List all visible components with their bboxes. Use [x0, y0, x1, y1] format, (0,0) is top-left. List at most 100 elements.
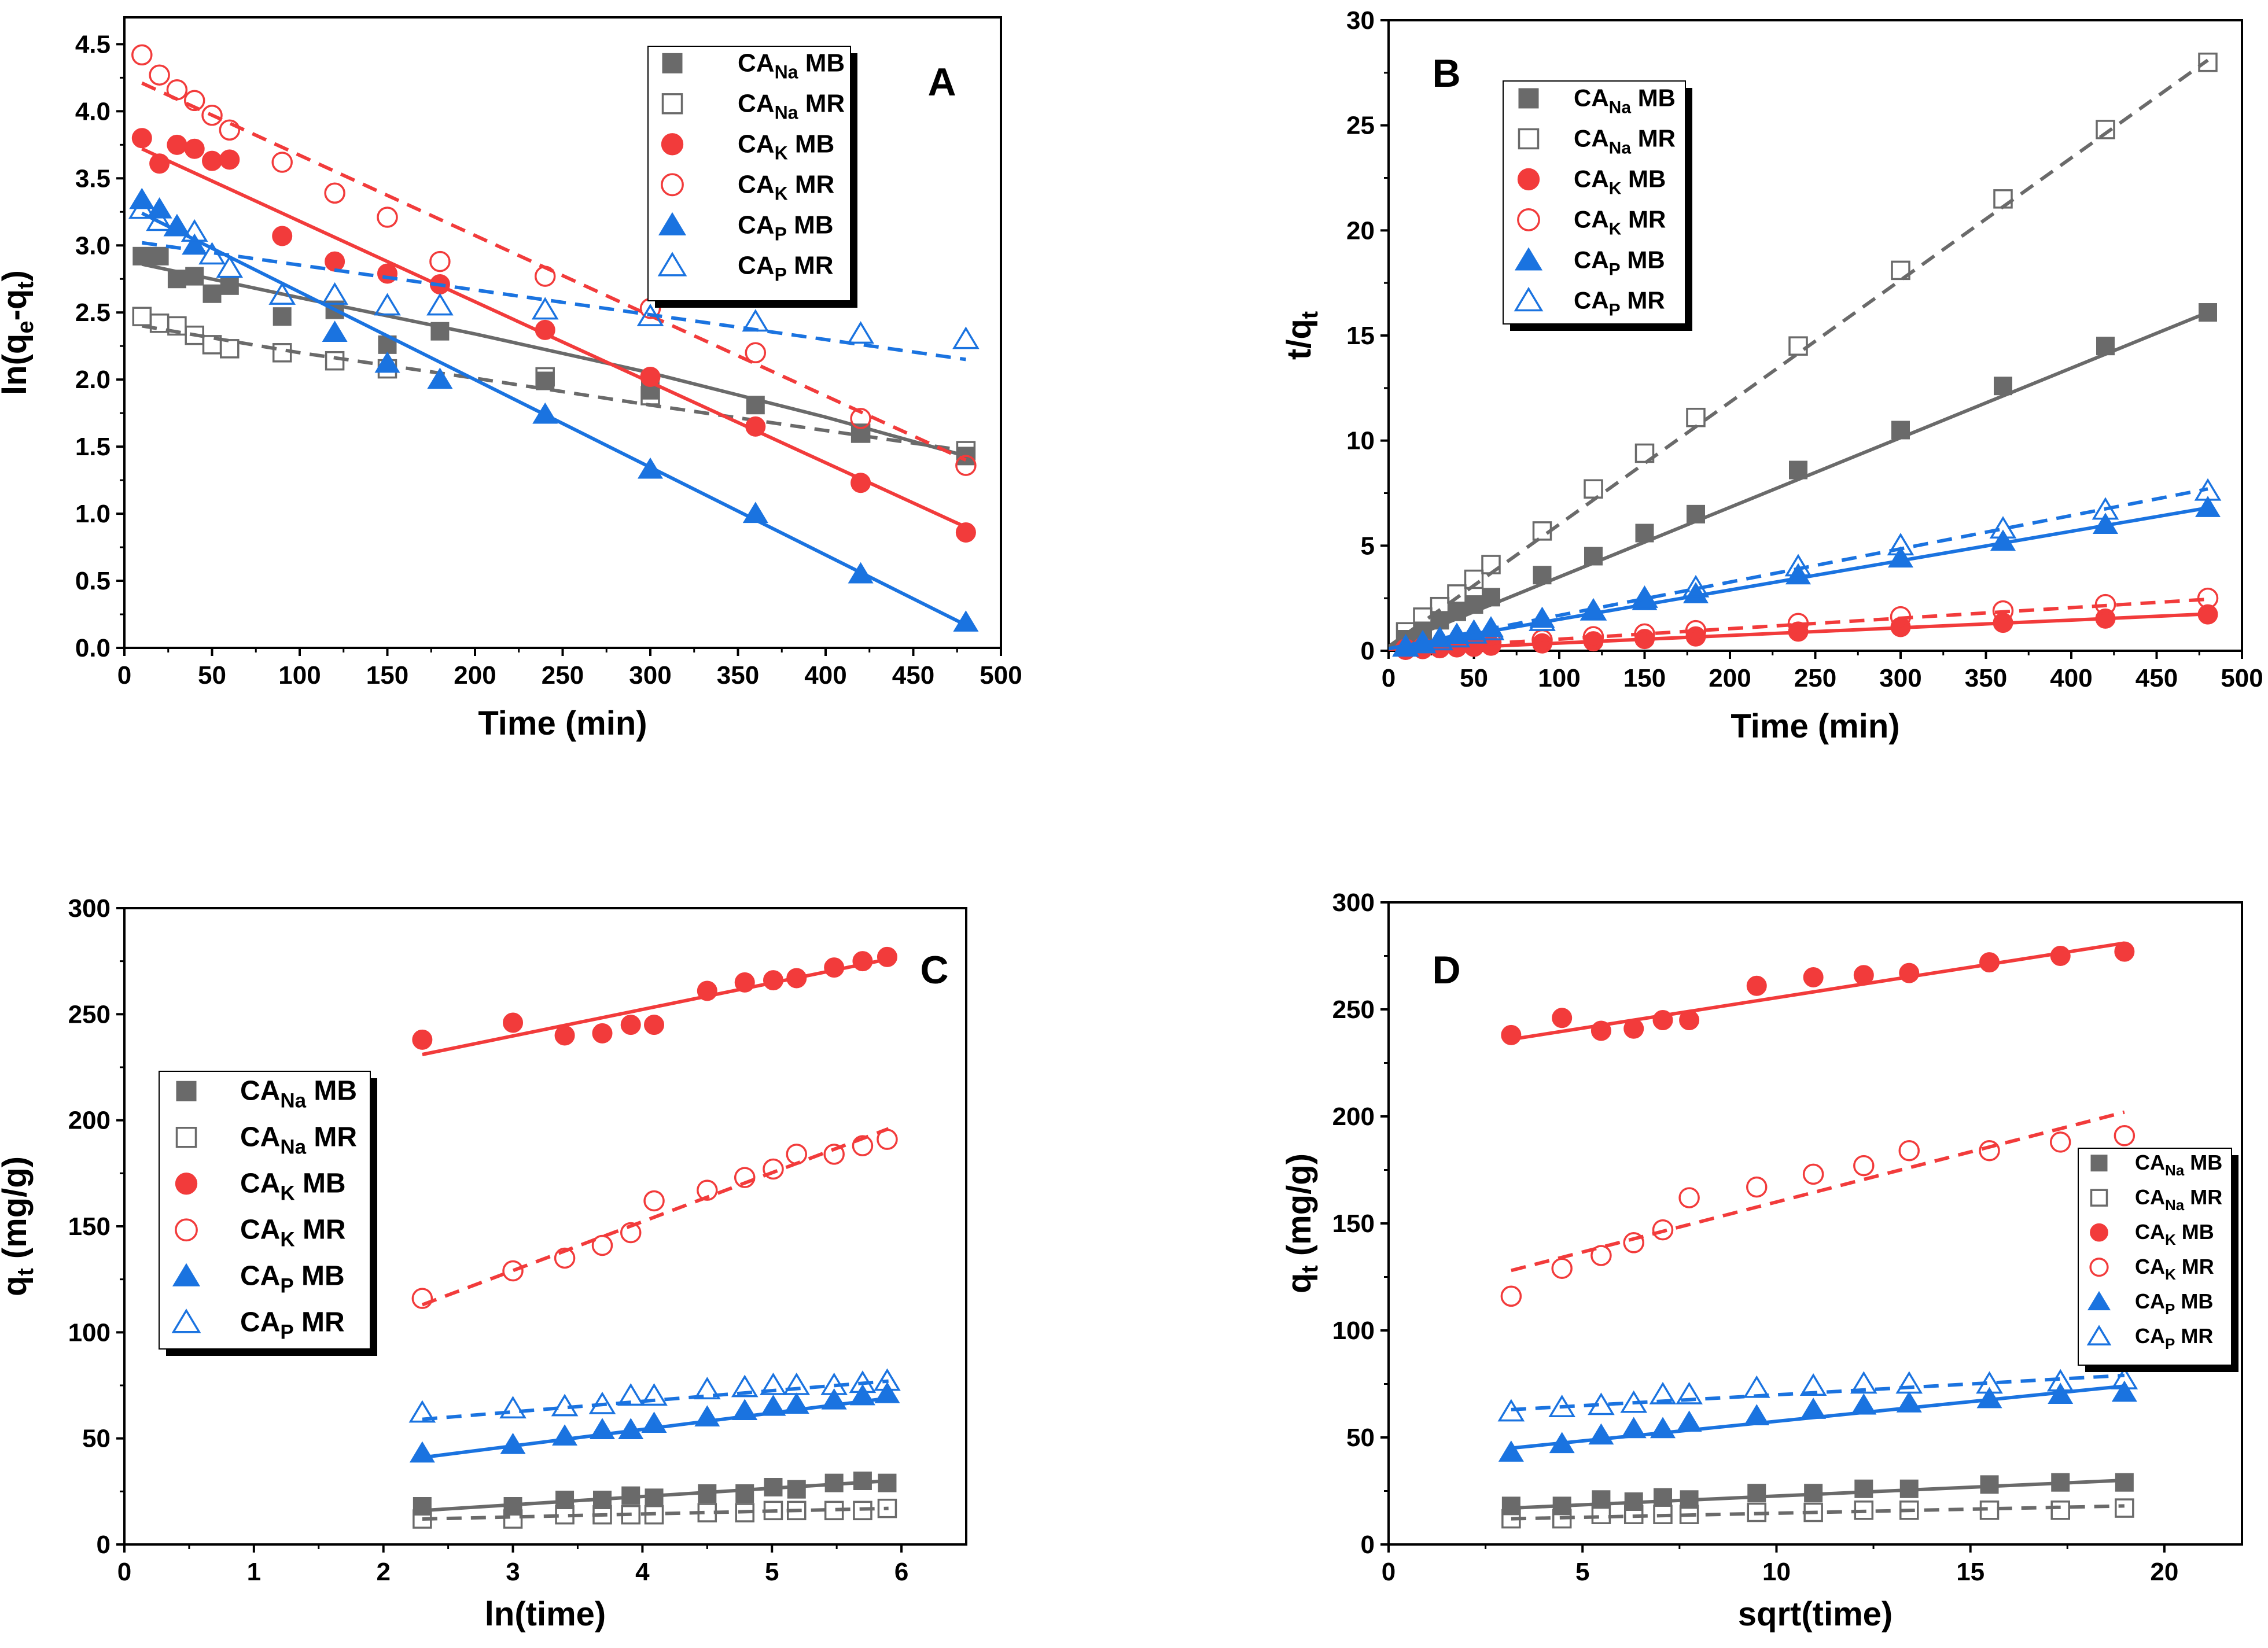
data-point-cana-mr [851, 423, 871, 443]
data-point-cak-mr [1678, 1187, 1700, 1208]
x-tick-label: 50 [198, 661, 226, 690]
data-point-cap-mr [1460, 621, 1488, 644]
data-point-cap-mr [426, 293, 454, 316]
data-point-cana-mb [1804, 1484, 1823, 1503]
series-cana-mb [1389, 303, 2217, 649]
data-point-cana-mb [746, 396, 765, 415]
data-point-cak-mr [1898, 1140, 1920, 1162]
x-tick-label: 300 [1879, 664, 1921, 692]
data-point-cap-mb [1549, 1432, 1575, 1454]
data-point-cap-mr [1548, 1395, 1576, 1417]
data-point-cap-mb [637, 457, 664, 479]
legend-marker-cap-mb [1514, 247, 1543, 271]
legend-label-cap-mb: CAP MB [1574, 246, 1665, 279]
data-point-cap-mr [198, 242, 226, 265]
data-point-cap-mb [1744, 1404, 1770, 1425]
y-tick-label: 1.5 [75, 433, 111, 461]
data-point-cap-mr [268, 282, 296, 305]
y-tick-label: 4.0 [75, 97, 111, 126]
data-point-cak-mr [643, 1190, 665, 1212]
x-tick-label: 0 [1382, 664, 1396, 692]
data-point-cap-mr [531, 297, 559, 320]
legend-label-cap-mr: CAP MR [240, 1307, 345, 1344]
data-point-cak-mr [1802, 1163, 1824, 1185]
legend: CANa MB CANa MR CAK MB CAK MR CAP MB CAP MR [159, 1071, 377, 1356]
data-point-cak-mr [697, 1179, 718, 1201]
y-tick-label: 25 [1346, 112, 1375, 140]
data-point-cak-mr [2049, 1131, 2071, 1153]
panel-letter: B [1432, 51, 1460, 95]
data-point-cana-mr [877, 1498, 897, 1518]
data-point-cap-mr [1426, 628, 1453, 651]
data-point-cana-mb [1624, 1492, 1643, 1511]
y-tick-label: 2.5 [75, 298, 111, 327]
data-point-cana-mr [2115, 1498, 2134, 1518]
legend-marker-cana-mr [2090, 1189, 2108, 1207]
series-cak-mb [1501, 941, 2135, 1045]
data-point-cana-mb [150, 246, 169, 266]
data-point-cap-mr [551, 1393, 579, 1417]
data-point-cap-mr [1799, 1373, 1827, 1396]
legend-marker-cak-mb [175, 1173, 198, 1195]
data-point-cak-mr [1590, 1245, 1612, 1266]
x-axis-title: Time (min) [478, 705, 647, 742]
data-point-cap-mb [1851, 1393, 1877, 1415]
data-point-cana-mr [735, 1503, 754, 1522]
data-point-cap-mb [1801, 1398, 1827, 1419]
legend-label-cap-mr: CAP MR [738, 251, 834, 285]
data-point-cana-mr [1899, 1500, 1919, 1520]
legend-label-cap-mb: CAP MB [738, 211, 834, 244]
data-point-cap-mb [1976, 1387, 2002, 1409]
data-point-cak-mb [1652, 1010, 1673, 1030]
data-point-cana-mr [555, 1505, 575, 1525]
legend-marker-cana-mb [2090, 1155, 2108, 1172]
data-point-cap-mr [640, 1383, 668, 1406]
data-point-cana-mr [1653, 1505, 1673, 1524]
fit-line-cak-mb [422, 957, 889, 1056]
data-point-cak-mb [640, 367, 661, 388]
data-point-cak-mb [167, 134, 187, 155]
data-point-cak-mb [1993, 613, 2013, 633]
data-point-cak-mb [1501, 1024, 1522, 1045]
legend-label-cak-mr: CAK MR [2135, 1255, 2214, 1283]
data-point-cak-mr [201, 105, 223, 126]
x-tick-label: 150 [1623, 664, 1666, 692]
data-point-cak-mr [823, 1144, 845, 1165]
data-point-cak-mb [503, 1012, 524, 1033]
data-point-cak-mb [955, 522, 976, 543]
data-point-cap-mb [182, 233, 208, 255]
y-tick-label: 0.5 [75, 567, 111, 595]
fit-line-cana-mr [1511, 1504, 2125, 1521]
fit-line-cana-mb [141, 262, 967, 458]
data-point-cak-mb [592, 1023, 613, 1044]
data-point-cak-mb [377, 263, 397, 284]
data-point-cap-mb [532, 402, 558, 424]
legend-label-cana-mr: CANa MR [1574, 124, 1676, 157]
data-point-cap-mr [216, 255, 244, 278]
data-point-cak-mr [131, 44, 153, 66]
data-point-cak-mb [202, 150, 222, 171]
data-point-cak-mr [591, 1234, 613, 1256]
data-point-cap-mb [1676, 1410, 1702, 1432]
data-point-cana-mr [787, 1500, 807, 1521]
data-point-cana-mb [1464, 595, 1483, 614]
y-tick-label: 0 [1361, 637, 1375, 665]
data-point-cak-mb [1803, 967, 1824, 987]
data-point-cap-mr [1443, 625, 1471, 648]
legend: CANa MB CANa MR CAK MB CAK MR CAP MB CAP MR [2078, 1148, 2238, 1372]
legend-marker-cap-mb [172, 1263, 201, 1286]
data-point-cak-mb [877, 946, 897, 967]
data-point-cak-mr [502, 1260, 524, 1282]
data-point-cana-mb [1899, 1479, 1919, 1498]
data-point-cap-mr [1743, 1375, 1770, 1398]
y-tick-label: 3.5 [75, 164, 111, 193]
data-point-cap-mr [2111, 1366, 2138, 1389]
data-point-cana-mr [1788, 336, 1808, 356]
data-point-cak-mb [745, 416, 766, 437]
data-point-cana-mr [1447, 584, 1467, 604]
data-point-cana-mr [644, 1505, 664, 1525]
data-point-cana-mr [2198, 52, 2218, 72]
series-cana-mr [1501, 1498, 2134, 1529]
data-point-cana-mb [1482, 588, 1500, 607]
legend-box [2078, 1148, 2232, 1366]
